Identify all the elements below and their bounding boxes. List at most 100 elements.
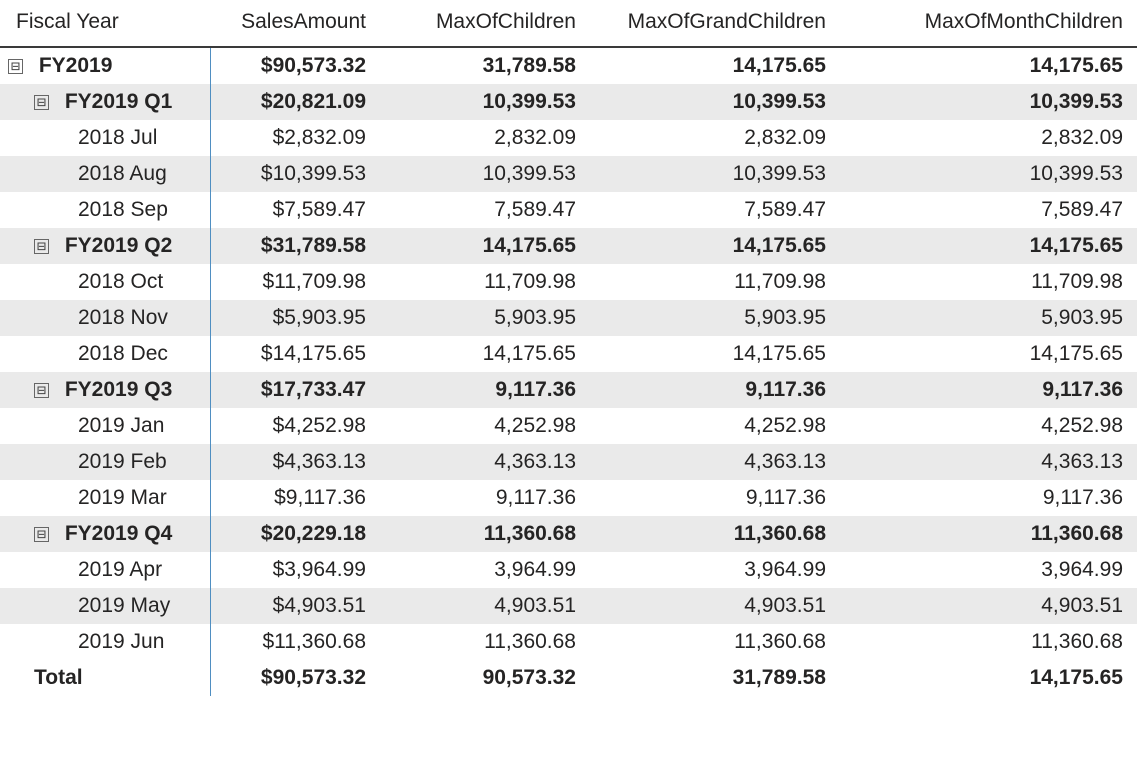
month-row[interactable]: 2018 Oct $11,709.98 11,709.98 11,709.98 … [0,264,1137,300]
row-label: 2019 Jan [78,414,164,437]
cell-value: 2,832.09 [590,120,840,156]
cell-value: 10,399.53 [840,156,1137,192]
cell-value: 4,252.98 [590,408,840,444]
cell-value: 5,903.95 [840,300,1137,336]
cell-value: $20,229.18 [210,516,380,552]
cell-value: $5,903.95 [210,300,380,336]
row-label: 2018 Nov [78,306,168,329]
cell-value: 14,175.65 [840,47,1137,84]
quarter-row[interactable]: ⊟ FY2019 Q3 $17,733.47 9,117.36 9,117.36… [0,372,1137,408]
month-row[interactable]: 2018 Aug $10,399.53 10,399.53 10,399.53 … [0,156,1137,192]
month-row[interactable]: 2019 Apr $3,964.99 3,964.99 3,964.99 3,9… [0,552,1137,588]
cell-value: 4,903.51 [590,588,840,624]
quarter-row[interactable]: ⊟ FY2019 Q2 $31,789.58 14,175.65 14,175.… [0,228,1137,264]
cell-value: 3,964.99 [590,552,840,588]
row-label: FY2019 Q1 [65,90,172,113]
column-header-maxofchildren[interactable]: MaxOfChildren [380,0,590,47]
cell-value: 4,252.98 [840,408,1137,444]
cell-value: 11,709.98 [840,264,1137,300]
cell-value: $14,175.65 [210,336,380,372]
cell-value: 10,399.53 [590,84,840,120]
cell-value: $2,832.09 [210,120,380,156]
cell-value: 31,789.58 [590,660,840,696]
quarter-row[interactable]: ⊟ FY2019 Q1 $20,821.09 10,399.53 10,399.… [0,84,1137,120]
cell-value: 14,175.65 [380,336,590,372]
cell-value: 10,399.53 [380,84,590,120]
fiscal-year-matrix: Fiscal Year SalesAmount MaxOfChildren Ma… [0,0,1137,696]
cell-value: 4,363.13 [840,444,1137,480]
collapse-icon[interactable]: ⊟ [34,383,49,398]
cell-value: $4,252.98 [210,408,380,444]
cell-value: 10,399.53 [590,156,840,192]
cell-value: 4,363.13 [590,444,840,480]
cell-value: 9,117.36 [840,480,1137,516]
row-label: 2019 Mar [78,486,167,509]
row-label: 2018 Oct [78,270,163,293]
cell-value: 4,903.51 [380,588,590,624]
cell-value: 7,589.47 [840,192,1137,228]
cell-value: 4,252.98 [380,408,590,444]
quarter-row[interactable]: ⊟ FY2019 Q4 $20,229.18 11,360.68 11,360.… [0,516,1137,552]
cell-value: 5,903.95 [380,300,590,336]
row-label: FY2019 Q3 [65,378,172,401]
row-label: 2019 Feb [78,450,167,473]
row-label: Total [34,666,83,689]
cell-value: 11,360.68 [380,624,590,660]
cell-value: 11,709.98 [380,264,590,300]
row-label: 2019 Apr [78,558,162,581]
month-row[interactable]: 2019 Feb $4,363.13 4,363.13 4,363.13 4,3… [0,444,1137,480]
cell-value: $4,363.13 [210,444,380,480]
column-header-maxofmonthchildren[interactable]: MaxOfMonthChildren [840,0,1137,47]
cell-value: 11,360.68 [590,516,840,552]
cell-value: 10,399.53 [840,84,1137,120]
cell-value: $4,903.51 [210,588,380,624]
cell-value: 10,399.53 [380,156,590,192]
cell-value: 11,360.68 [840,516,1137,552]
cell-value: 14,175.65 [380,228,590,264]
row-label: FY2019 Q2 [65,234,172,257]
month-row[interactable]: 2018 Sep $7,589.47 7,589.47 7,589.47 7,5… [0,192,1137,228]
cell-value: 11,360.68 [380,516,590,552]
cell-value: 9,117.36 [840,372,1137,408]
cell-value: 7,589.47 [590,192,840,228]
cell-value: 2,832.09 [380,120,590,156]
month-row[interactable]: 2019 Jan $4,252.98 4,252.98 4,252.98 4,2… [0,408,1137,444]
column-header-fiscal-year[interactable]: Fiscal Year [0,0,210,47]
column-header-maxofgrandchildren[interactable]: MaxOfGrandChildren [590,0,840,47]
month-row[interactable]: 2019 Jun $11,360.68 11,360.68 11,360.68 … [0,624,1137,660]
cell-value: 31,789.58 [380,47,590,84]
column-header-row: Fiscal Year SalesAmount MaxOfChildren Ma… [0,0,1137,47]
collapse-icon[interactable]: ⊟ [34,95,49,110]
row-label: 2018 Aug [78,162,167,185]
cell-value: 3,964.99 [380,552,590,588]
month-row[interactable]: 2018 Dec $14,175.65 14,175.65 14,175.65 … [0,336,1137,372]
cell-value: 3,964.99 [840,552,1137,588]
month-row[interactable]: 2018 Jul $2,832.09 2,832.09 2,832.09 2,8… [0,120,1137,156]
cell-value: 11,360.68 [840,624,1137,660]
cell-value: 9,117.36 [590,372,840,408]
column-header-salesamount[interactable]: SalesAmount [210,0,380,47]
cell-value: 14,175.65 [590,47,840,84]
cell-value: $31,789.58 [210,228,380,264]
cell-value: 14,175.65 [840,660,1137,696]
row-label: FY2019 [39,54,113,77]
cell-value: 4,903.51 [840,588,1137,624]
cell-value: 14,175.65 [590,336,840,372]
month-row[interactable]: 2018 Nov $5,903.95 5,903.95 5,903.95 5,9… [0,300,1137,336]
cell-value: 9,117.36 [590,480,840,516]
cell-value: $9,117.36 [210,480,380,516]
year-row[interactable]: ⊟ FY2019 $90,573.32 31,789.58 14,175.65 … [0,47,1137,84]
cell-value: $11,360.68 [210,624,380,660]
collapse-icon[interactable]: ⊟ [34,239,49,254]
row-label: 2018 Sep [78,198,168,221]
collapse-icon[interactable]: ⊟ [34,527,49,542]
cell-value: $11,709.98 [210,264,380,300]
cell-value: 9,117.36 [380,372,590,408]
cell-value: 9,117.36 [380,480,590,516]
cell-value: $7,589.47 [210,192,380,228]
month-row[interactable]: 2019 Mar $9,117.36 9,117.36 9,117.36 9,1… [0,480,1137,516]
cell-value: 7,589.47 [380,192,590,228]
month-row[interactable]: 2019 May $4,903.51 4,903.51 4,903.51 4,9… [0,588,1137,624]
total-row: Total $90,573.32 90,573.32 31,789.58 14,… [0,660,1137,696]
collapse-icon[interactable]: ⊟ [8,59,23,74]
